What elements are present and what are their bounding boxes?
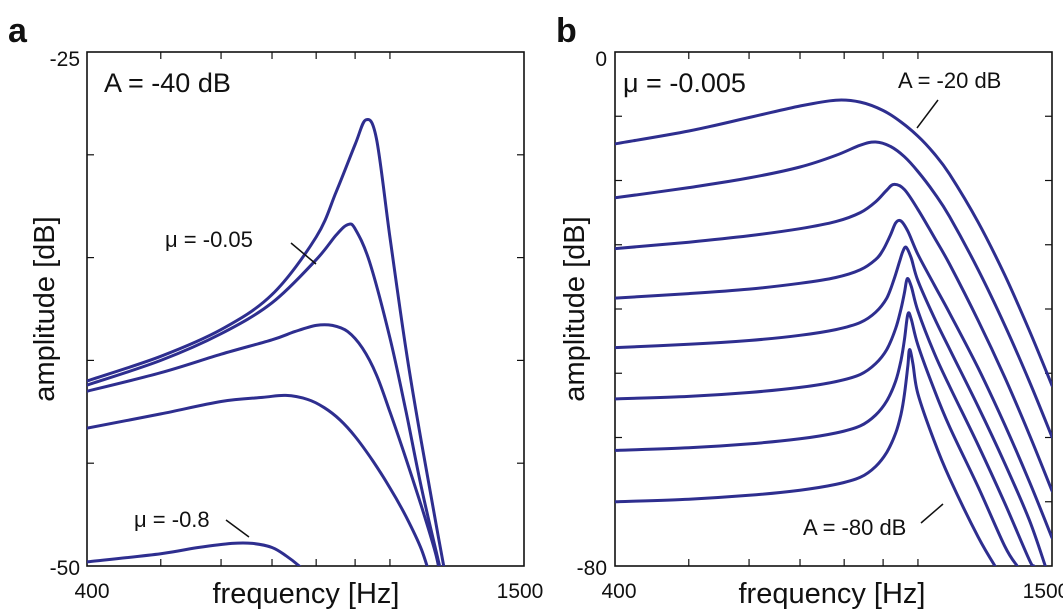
y-tick-label-top-a: -25: [50, 48, 80, 71]
panel-b: b 0 -80 400 1500 frequency [Hz] amplitud…: [556, 12, 1063, 610]
series-line-a-4: [87, 393, 429, 566]
series-lines-b: [615, 98, 1052, 566]
series-line-a-5: [87, 541, 302, 566]
series-lines-a: [87, 118, 446, 566]
series-line-b-7: [615, 311, 1019, 566]
annotation-amplitude-a: A = -40 dB: [104, 68, 231, 98]
plot-frame-a: [86, 51, 525, 567]
series-line-b-5: [615, 245, 1047, 566]
panel-a: a -25 -50 400 1500 frequency [Hz] amplit…: [8, 12, 543, 610]
series-line-b-1: [615, 98, 1052, 387]
plot-frame-b: [614, 51, 1053, 567]
series-line-b-3: [615, 182, 1052, 493]
x-tick-label-left-a: 400: [74, 580, 109, 603]
x-axis-label-b: frequency [Hz]: [739, 578, 926, 610]
series-line-b-6: [615, 277, 1036, 566]
panel-letter-b: b: [556, 12, 577, 50]
x-tick-label-right-a: 1500: [497, 580, 544, 603]
panel-letter-a: a: [8, 12, 28, 50]
x-tick-label-right-b: 1500: [1023, 580, 1063, 603]
annotation-mu-low-a: μ = -0.8: [134, 507, 210, 532]
series-line-a-1: [87, 118, 446, 566]
leader-line-a-bottom-b: [920, 503, 944, 524]
annotation-mu-b: μ = -0.005: [623, 68, 746, 98]
x-tick-label-left-b: 400: [601, 580, 636, 603]
y-tick-label-top-b: 0: [595, 48, 607, 71]
axis-ticks-a: [87, 52, 524, 566]
annotation-a-top-b: A = -20 dB: [898, 68, 1001, 93]
series-line-b-2: [615, 140, 1052, 439]
y-axis-label-a: amplitude [dB]: [29, 216, 61, 401]
x-axis-label-a: frequency [Hz]: [213, 578, 400, 610]
y-tick-label-bottom-a: -50: [50, 557, 80, 580]
series-line-a-3: [87, 323, 441, 566]
y-axis-label-b: amplitude [dB]: [559, 216, 591, 401]
leader-line-mu-low-a: [225, 519, 250, 538]
leader-line-mu-high-a: [290, 242, 317, 265]
series-line-a-2: [87, 222, 442, 566]
leader-line-a-top-b: [916, 99, 939, 129]
annotation-a-bottom-b: A = -80 dB: [803, 515, 906, 540]
series-line-b-4: [615, 218, 1052, 540]
annotation-mu-high-a: μ = -0.05: [165, 227, 253, 252]
series-line-b-8: [615, 347, 997, 566]
y-tick-label-bottom-b: -80: [577, 557, 607, 580]
axis-ticks-b: [615, 52, 1052, 566]
